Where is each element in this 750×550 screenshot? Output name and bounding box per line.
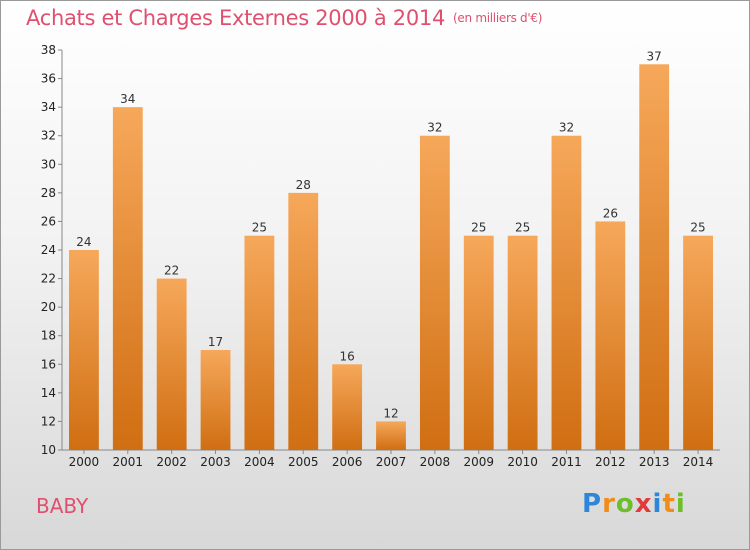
bar-value-label: 32 <box>559 121 574 135</box>
x-tick-label: 2011 <box>551 455 582 469</box>
bar-value-label: 22 <box>164 264 179 278</box>
x-tick-label: 2008 <box>420 455 451 469</box>
x-tick-label: 2007 <box>376 455 407 469</box>
x-tick-label: 2005 <box>288 455 319 469</box>
bar-value-label: 24 <box>76 235 91 249</box>
bar <box>156 278 187 450</box>
bar <box>332 364 363 450</box>
y-tick-label: 32 <box>41 129 56 143</box>
y-tick-label: 28 <box>41 186 56 200</box>
logo-letter: o <box>615 489 635 519</box>
y-tick-label: 18 <box>41 329 56 343</box>
x-tick-label: 2009 <box>463 455 494 469</box>
chart-title-text: Achats et Charges Externes 2000 à 2014 <box>26 6 446 30</box>
bar-value-label: 17 <box>208 335 223 349</box>
bar-value-label: 28 <box>296 178 311 192</box>
logo-letter: i <box>652 489 663 519</box>
y-tick-label: 20 <box>41 300 56 314</box>
bar <box>463 235 494 450</box>
bar <box>419 135 450 450</box>
y-tick-label: 34 <box>41 100 56 114</box>
x-tick-label: 2003 <box>200 455 231 469</box>
y-tick-label: 10 <box>41 443 56 457</box>
bar-value-label: 34 <box>120 92 135 106</box>
x-tick-label: 2002 <box>156 455 187 469</box>
y-tick-label: 26 <box>41 214 56 228</box>
logo-letter: t <box>662 489 676 519</box>
y-tick-label: 16 <box>41 357 56 371</box>
bar-value-label: 12 <box>383 406 398 420</box>
bar <box>200 350 231 450</box>
y-tick-label: 38 <box>41 43 56 57</box>
bar <box>507 235 538 450</box>
y-tick-label: 30 <box>41 157 56 171</box>
bar <box>69 250 99 450</box>
y-tick-label: 22 <box>41 272 56 286</box>
proxiti-logo[interactable]: Proxiti <box>582 489 686 519</box>
bar <box>376 421 406 450</box>
bar <box>551 135 582 450</box>
x-tick-label: 2010 <box>507 455 538 469</box>
logo-letter: P <box>582 489 603 519</box>
x-tick-label: 2006 <box>332 455 363 469</box>
place-name: BABY <box>36 494 89 518</box>
y-tick-label: 36 <box>41 72 56 86</box>
bar <box>288 192 319 450</box>
x-tick-label: 2013 <box>639 455 670 469</box>
bar-value-label: 32 <box>427 121 442 135</box>
bar-value-label: 25 <box>690 221 705 235</box>
bar-value-label: 25 <box>252 221 267 235</box>
bar-value-label: 26 <box>603 206 618 220</box>
bar <box>639 64 670 451</box>
x-tick-label: 2000 <box>69 455 100 469</box>
logo-letter: r <box>602 489 616 519</box>
chart-subtitle: (en milliers d'€) <box>453 11 543 25</box>
x-tick-label: 2012 <box>595 455 626 469</box>
bar-value-label: 16 <box>339 349 354 363</box>
bar <box>112 107 143 451</box>
logo-letter: i <box>675 489 686 519</box>
x-tick-label: 2001 <box>113 455 144 469</box>
bar <box>595 221 626 450</box>
chart-bars: 24 34 22 17 25 28 16 12 32 25 25 32 26 37 25 <box>69 49 713 451</box>
bar-value-label: 37 <box>647 49 662 63</box>
y-tick-label: 24 <box>41 243 56 257</box>
bar-value-label: 25 <box>515 221 530 235</box>
logo-letter: x <box>634 489 653 519</box>
x-tick-label: 2004 <box>244 455 275 469</box>
bar-value-label: 25 <box>471 221 486 235</box>
x-tick-label: 2014 <box>683 455 714 469</box>
bar <box>683 235 713 450</box>
bar <box>244 235 275 450</box>
y-tick-label: 14 <box>41 386 56 400</box>
y-tick-label: 12 <box>41 414 56 428</box>
chart-title: Achats et Charges Externes 2000 à 2014 (e… <box>26 6 542 30</box>
